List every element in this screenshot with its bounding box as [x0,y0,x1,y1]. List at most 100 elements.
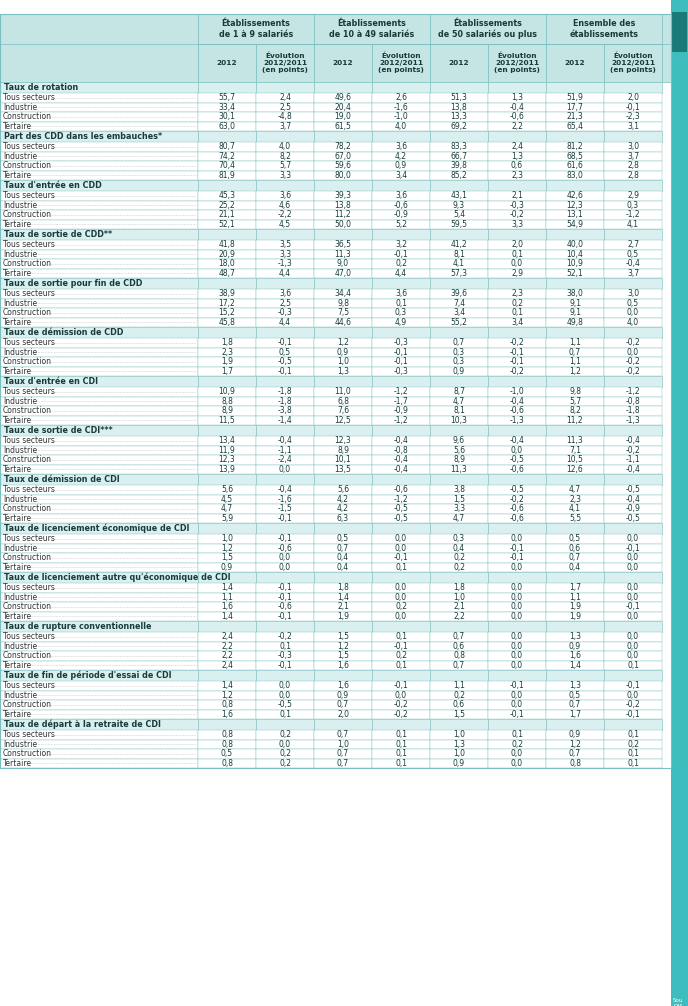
Bar [198,495,256,504]
Text: 0,1: 0,1 [627,759,639,768]
Bar [372,523,430,534]
Bar [372,642,430,651]
Text: 1,1: 1,1 [569,593,581,602]
Text: -0,4: -0,4 [277,437,292,446]
Text: 1,5: 1,5 [337,632,349,641]
Bar [604,749,662,759]
Bar [430,289,488,299]
Bar [314,425,372,436]
Bar [488,93,546,103]
Bar [372,357,430,366]
Bar [372,200,430,210]
Text: 45,8: 45,8 [219,318,235,327]
Text: 0,4: 0,4 [569,562,581,571]
Bar [0,562,198,572]
Text: 8,9: 8,9 [337,446,349,455]
Bar [314,259,372,269]
Bar [198,436,256,446]
Text: 0,3: 0,3 [627,201,639,209]
Bar [314,152,372,161]
Text: 2,6: 2,6 [395,94,407,103]
Bar [198,376,256,387]
Bar [198,122,256,131]
Text: 0,9: 0,9 [395,161,407,170]
Text: 0,3: 0,3 [453,357,465,366]
Text: 39,6: 39,6 [451,290,468,298]
Bar [604,593,662,602]
Bar [0,357,198,366]
Bar [256,82,314,93]
Text: -0,3: -0,3 [510,201,524,209]
Text: 0,1: 0,1 [511,308,523,317]
Text: Tous secteurs: Tous secteurs [3,534,55,543]
Bar [256,465,314,474]
Bar [256,210,314,219]
Bar [372,651,430,661]
Bar [0,259,198,269]
Text: Tertaire: Tertaire [3,759,32,768]
Bar [0,308,198,318]
Text: 18,0: 18,0 [219,260,235,269]
Bar [314,583,372,593]
Text: -0,6: -0,6 [277,544,292,552]
Bar [372,504,430,513]
Bar [604,670,662,681]
Text: 9,8: 9,8 [569,387,581,396]
Text: 41,2: 41,2 [451,240,467,249]
Text: -0,4: -0,4 [394,437,409,446]
Text: 3,4: 3,4 [453,308,465,317]
Bar [198,240,256,249]
Bar [198,690,256,700]
Text: 4,4: 4,4 [279,318,291,327]
Text: -0,5: -0,5 [277,700,292,709]
Text: 0,1: 0,1 [395,730,407,739]
Bar [198,749,256,759]
Text: 0,2: 0,2 [453,553,465,562]
Bar [430,465,488,474]
Bar [372,376,430,387]
Bar [314,387,372,396]
Bar [546,318,604,327]
Text: 0,7: 0,7 [337,700,349,709]
Text: -0,2: -0,2 [394,700,409,709]
Text: 1,7: 1,7 [221,367,233,376]
Bar [256,357,314,366]
Text: 0,0: 0,0 [279,691,291,700]
Text: 68,5: 68,5 [566,152,583,161]
Bar [314,308,372,318]
Bar [430,170,488,180]
Bar [372,82,430,93]
Text: 0,2: 0,2 [511,299,523,308]
Bar [488,690,546,700]
Bar [430,455,488,465]
Bar [372,229,430,240]
Bar [0,523,198,534]
Text: -0,1: -0,1 [278,514,292,523]
Text: 45,3: 45,3 [219,191,235,200]
Text: 63,0: 63,0 [219,122,235,131]
Bar [372,269,430,278]
Text: 38,0: 38,0 [566,290,583,298]
Bar [604,495,662,504]
Bar [256,142,314,152]
Bar [198,670,256,681]
Bar [372,495,430,504]
Text: 4,2: 4,2 [337,504,349,513]
Bar [372,338,430,347]
Text: Taux de fin de période d'essai de CDI: Taux de fin de période d'essai de CDI [4,671,171,680]
Bar [314,170,372,180]
Bar [314,327,372,338]
Text: Construction: Construction [3,700,52,709]
Bar [546,93,604,103]
Text: 1,2: 1,2 [337,642,349,651]
Text: 9,1: 9,1 [569,308,581,317]
Bar [488,387,546,396]
Bar [604,249,662,259]
Text: 25,2: 25,2 [219,201,235,209]
Text: 0,0: 0,0 [395,593,407,602]
Text: Taux de sortie pour fin de CDD: Taux de sortie pour fin de CDD [4,279,142,288]
Bar [604,152,662,161]
Bar [430,219,488,229]
Bar [604,191,662,200]
Text: 10,3: 10,3 [451,415,467,425]
